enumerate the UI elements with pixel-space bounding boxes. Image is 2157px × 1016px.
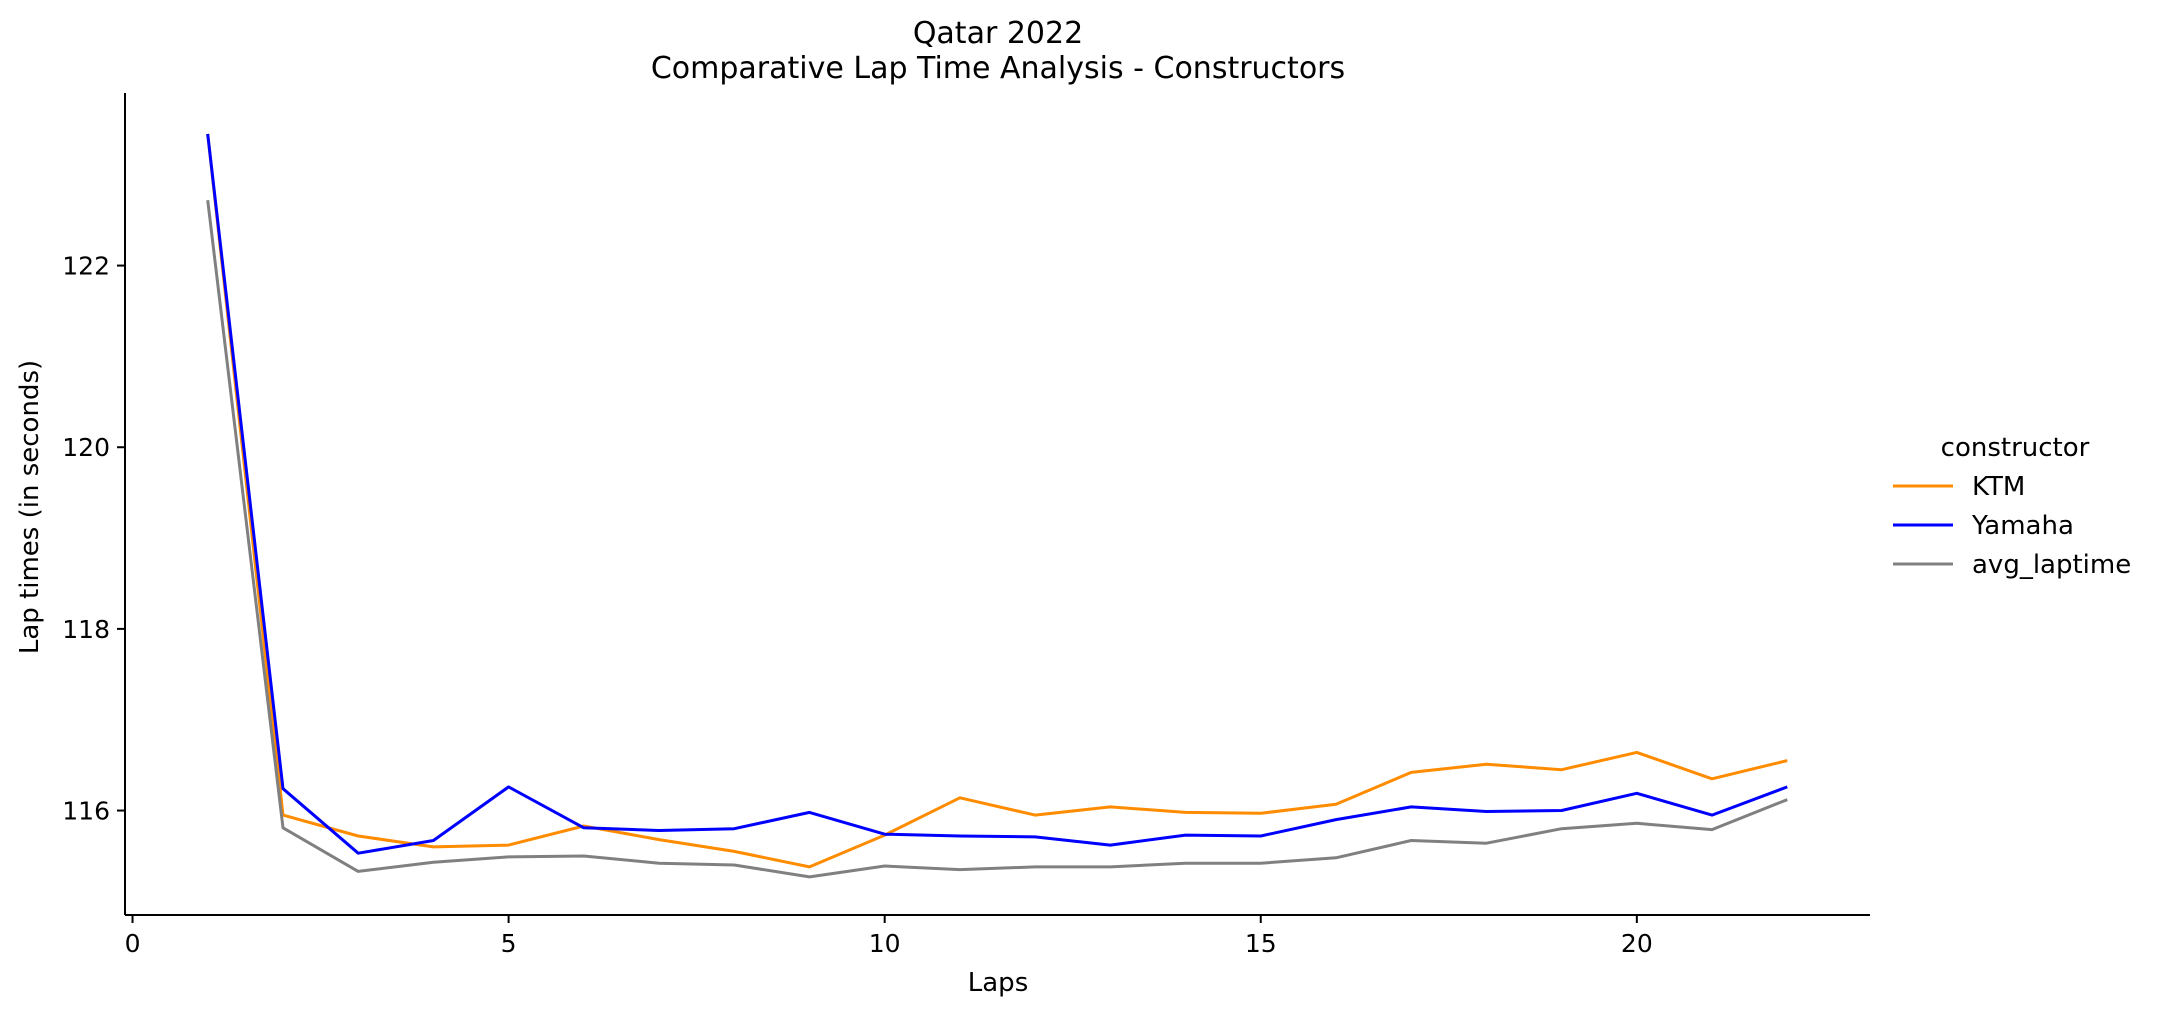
x-axis-ticks: 0 5 10 15 20 [125,915,1653,958]
chart-subtitle: Comparative Lap Time Analysis - Construc… [651,51,1345,86]
legend-label: Yamaha [1971,511,2074,541]
y-tick-label: 122 [62,252,110,281]
x-tick-label: 15 [1245,929,1277,958]
x-tick-label: 0 [125,929,141,958]
series-line-yamaha [206,133,1788,855]
y-axis-ticks: 116 118 120 122 [62,252,125,826]
x-axis-label: Laps [968,968,1028,998]
legend: constructor KTM Yamaha avg_laptime [1893,433,2131,580]
x-tick-label: 20 [1621,929,1653,958]
y-tick-label: 120 [62,433,110,462]
series-lines [206,133,1788,879]
chart-title: Qatar 2022 [913,16,1083,51]
x-tick-label: 10 [869,929,901,958]
series-line-avg-laptime [206,200,1788,879]
y-axis-label: Lap times (in seconds) [15,360,45,654]
y-tick-label: 118 [62,615,110,644]
y-tick-label: 116 [62,797,110,826]
legend-label: KTM [1972,472,2025,502]
x-tick-label: 5 [501,929,517,958]
legend-title: constructor [1941,433,2090,463]
series-line-ktm [206,133,1788,869]
legend-label: avg_laptime [1972,550,2131,580]
